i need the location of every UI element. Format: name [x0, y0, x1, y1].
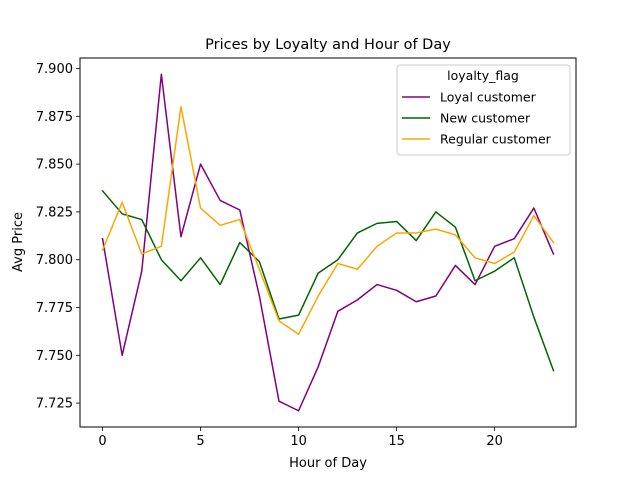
series-line-new-customer — [101, 189, 555, 372]
x-tick-label: 10 — [290, 434, 307, 449]
y-tick-label: 7.800 — [36, 253, 73, 268]
y-axis-title: Avg Price — [11, 212, 26, 272]
x-tick-label: 15 — [388, 434, 405, 449]
y-tick-label: 7.875 — [36, 110, 73, 125]
y-axis-ticks: 7.725 7.750 7.775 7.800 7.825 7.850 7.875 7.900 — [36, 62, 80, 412]
series-line-regular-customer — [101, 106, 555, 336]
legend-label: Regular customer — [440, 132, 552, 147]
series-line-loyal-customer — [101, 73, 555, 412]
y-tick-label: 7.850 — [36, 158, 73, 173]
y-tick-label: 7.900 — [36, 62, 73, 77]
legend-label: Loyal customer — [440, 90, 537, 105]
x-tick-label: 20 — [486, 434, 503, 449]
y-tick-label: 7.725 — [36, 397, 73, 412]
legend-entries: Loyal customer New customer Regular custom… — [402, 90, 552, 147]
x-axis-ticks: 0 5 10 15 20 — [98, 427, 503, 449]
legend: loyalty_flag Loyal customer New customer R… — [396, 64, 571, 156]
plot-frame — [79, 57, 577, 428]
series-layer — [101, 73, 555, 412]
x-axis-title: Hour of Day — [289, 456, 367, 471]
legend-label: New customer — [440, 111, 531, 126]
chart-title: Prices by Loyalty and Hour of Day — [205, 37, 451, 53]
x-tick-label: 0 — [98, 434, 106, 449]
y-tick-label: 7.775 — [36, 301, 73, 316]
y-tick-label: 7.750 — [36, 349, 73, 364]
legend-box — [396, 64, 571, 156]
legend-title: loyalty_flag — [447, 68, 519, 83]
y-tick-label: 7.825 — [36, 205, 73, 220]
x-tick-label: 5 — [196, 434, 204, 449]
